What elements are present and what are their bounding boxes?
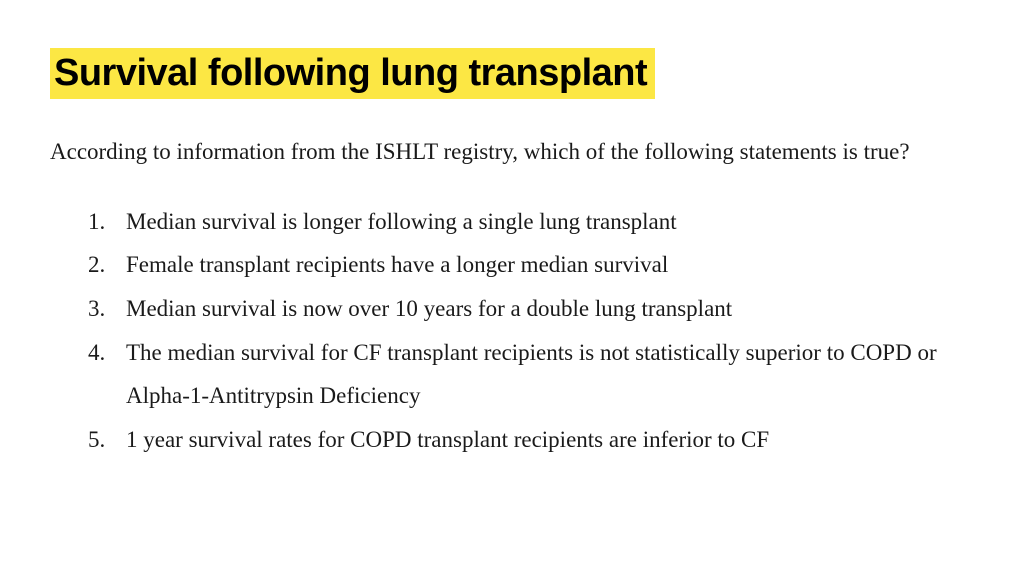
slide-title: Survival following lung transplant [50, 48, 655, 99]
option-item: Median survival is now over 10 years for… [126, 287, 974, 331]
options-list: Median survival is longer following a si… [50, 200, 974, 462]
option-item: Median survival is longer following a si… [126, 200, 974, 244]
question-text: According to information from the ISHLT … [50, 135, 974, 170]
option-item: The median survival for CF transplant re… [126, 331, 974, 418]
option-item: Female transplant recipients have a long… [126, 243, 974, 287]
option-item: 1 year survival rates for COPD transplan… [126, 418, 974, 462]
